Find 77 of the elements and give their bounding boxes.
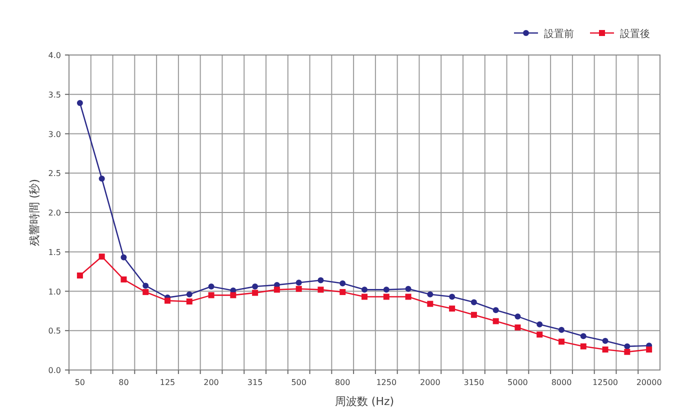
point	[362, 286, 368, 293]
x-tick-label: 200	[204, 378, 219, 387]
point	[536, 321, 543, 328]
point	[76, 100, 83, 106]
point	[624, 348, 630, 355]
point	[514, 313, 521, 320]
point	[602, 338, 608, 344]
point	[492, 307, 499, 314]
point	[470, 312, 477, 318]
point	[142, 289, 149, 296]
x-tick-label: 12500	[592, 378, 618, 387]
x-tick-label: 5000	[508, 378, 528, 387]
point	[558, 338, 564, 345]
point	[580, 333, 586, 340]
point	[602, 346, 608, 353]
y-tick-label: 2.0	[48, 208, 61, 218]
point	[383, 286, 390, 293]
point	[274, 286, 280, 293]
point	[76, 272, 83, 278]
x-tick-label: 2000	[420, 378, 440, 387]
point	[120, 276, 127, 282]
x-tick-label: 800	[334, 378, 350, 387]
x-axis-title: 周波数 (Hz)	[334, 395, 394, 408]
point	[646, 346, 652, 353]
y-tick-label: 0.0	[48, 366, 61, 375]
point	[340, 280, 346, 286]
x-tick-label: 20000	[636, 378, 662, 387]
point	[318, 277, 324, 284]
y-tick-label: 1.5	[48, 248, 61, 257]
point	[98, 254, 105, 260]
y-tick-label: 1.0	[48, 287, 61, 296]
x-tick-label: 315	[247, 378, 263, 387]
x-tick-label: 1250	[376, 378, 397, 387]
point	[383, 294, 390, 300]
point	[120, 254, 127, 260]
point	[296, 280, 302, 286]
point	[536, 332, 543, 338]
y-tick-label: 3.5	[48, 90, 61, 100]
point	[492, 318, 499, 324]
y-tick-label: 0.5	[48, 326, 61, 336]
legend-label: 設置後	[620, 28, 650, 40]
point	[405, 286, 412, 292]
y-tick-label: 4.0	[48, 51, 61, 60]
y-axis-title: 残響時間 (秒)	[28, 178, 41, 246]
point	[427, 300, 434, 307]
y-tick-label: 2.5	[48, 169, 61, 178]
point	[427, 291, 434, 298]
point	[186, 298, 192, 304]
x-tick-label: 125	[160, 378, 176, 387]
point	[449, 294, 456, 300]
point	[296, 286, 302, 292]
point	[340, 289, 346, 296]
point	[449, 306, 456, 312]
x-tick-label: 80	[118, 378, 129, 387]
point	[470, 299, 477, 306]
point	[252, 290, 258, 296]
x-tick-label: 8000	[551, 378, 572, 387]
point	[624, 343, 630, 350]
point	[514, 324, 521, 330]
point	[142, 282, 149, 289]
point	[164, 298, 170, 304]
point	[186, 291, 192, 298]
legend-label: 設置前	[544, 28, 574, 40]
point	[252, 284, 258, 290]
point	[580, 343, 586, 350]
x-tick-label: 50	[74, 378, 86, 387]
x-tick-label: 3150	[464, 378, 484, 387]
point	[98, 176, 105, 182]
point	[405, 294, 412, 300]
point	[208, 292, 214, 298]
y-tick-label: 3.0	[48, 130, 61, 139]
point	[230, 292, 236, 298]
point	[558, 326, 564, 333]
point	[318, 286, 324, 293]
point	[208, 284, 214, 290]
x-tick-label: 500	[291, 378, 306, 387]
point	[362, 294, 368, 300]
